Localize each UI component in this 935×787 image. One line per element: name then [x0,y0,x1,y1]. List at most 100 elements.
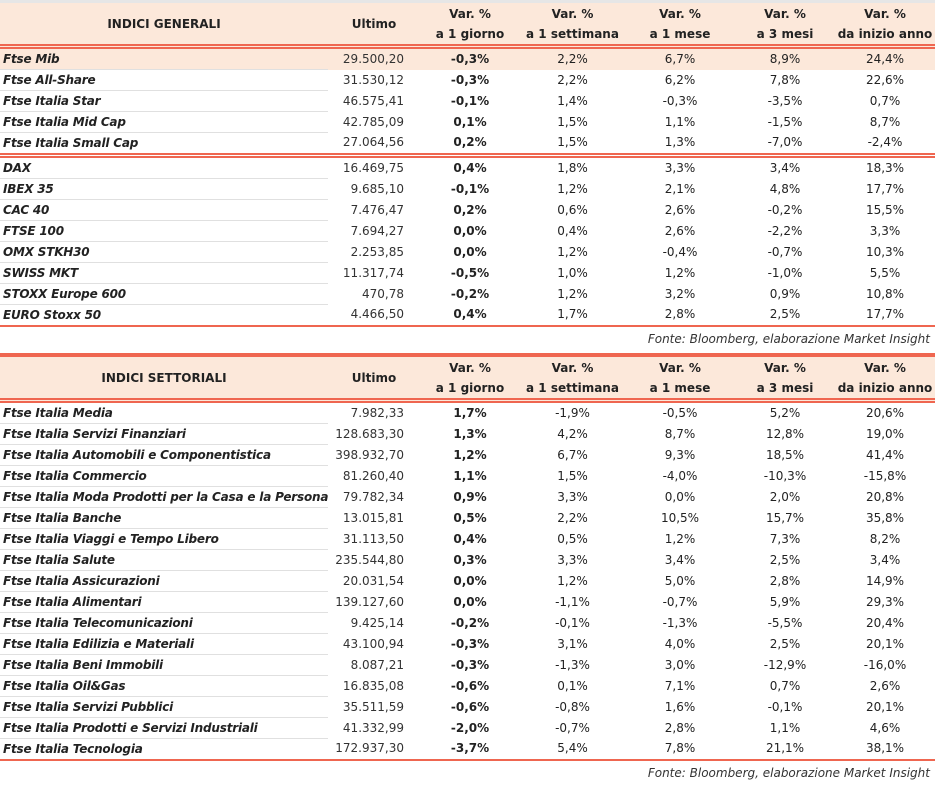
var-1m: 3,0% [664,657,696,672]
var-3m: -7,0% [735,132,835,158]
var-ytd: 10,3% [865,244,905,259]
index-name: Ftse Italia Mid Cap [0,111,328,133]
col-var-label: Var. % [764,360,806,375]
var-ytd: 20,1% [865,636,905,651]
var-1w: 1,2% [557,244,588,259]
var-1w: 1,2% [557,573,588,588]
var-1d: -0,1% [450,181,490,196]
table-row: DAX 16.469,75 0,4% 1,8% 3,3% 3,4% 18,3% [0,155,935,179]
last-value: 398.932,70 [335,447,404,462]
index-name: Ftse Italia Edilizia e Materiali [0,633,328,655]
index-name: Ftse Italia Servizi Finanziari [0,423,328,445]
var-1m: 6,2% [664,72,696,87]
var-ytd: 20,6% [865,405,905,420]
col-var-label: Var. % [449,6,491,21]
last-value: 4.466,50 [328,304,420,327]
var-1d: -0,6% [450,699,490,714]
var-1d: 0,0% [453,223,487,238]
last-value: 81.260,40 [342,468,404,483]
col-var-label: Var. % [551,360,594,375]
table-row: Ftse Italia Star 46.575,41 -0,1% 1,4% -0,3% -… [0,90,935,112]
table-row: Ftse Italia Servizi Pubblici 35.511,59 -0,… [0,696,935,718]
var-ytd: 2,6% [869,678,901,693]
var-3m: 18,5% [765,447,805,462]
var-1m: -0,5% [662,405,698,420]
var-1m: -1,3% [662,615,698,630]
last-value: 16.469,75 [342,160,404,175]
var-1m: 8,7% [664,426,696,441]
var-1w: 1,2% [557,286,588,301]
table-row: OMX STKH30 2.253,85 0,0% 1,2% -0,4% -0,7% 10,3… [0,241,935,263]
var-1m: 4,0% [664,636,696,651]
var-1m: -4,0% [662,468,698,483]
var-ytd: -16,0% [863,657,907,672]
index-name: Ftse Italia Telecomunicazioni [0,612,328,634]
table-row: Ftse Mib 29.500,20 -0,3% 2,2% 6,7% 8,9% 24,4% [0,46,935,70]
table-row: Ftse Italia Tecnologia 172.937,30 -3,7% 5,4… [0,738,935,761]
var-1d: 0,9% [453,489,487,504]
var-1w: 4,2% [557,426,588,441]
col-ytd: Var. % da inizio anno [835,3,935,49]
index-name: Ftse Italia Media [0,400,328,424]
col-ultimo: Ultimo [328,3,420,49]
last-value: 13.015,81 [342,510,404,525]
index-name: IBEX 35 [0,178,328,200]
table-row: Ftse Italia Oil&Gas 16.835,08 -0,6% 0,1% 7,1… [0,675,935,697]
var-1w: 2,2% [520,46,625,70]
last-value: 42.785,09 [342,114,404,129]
var-3m: 5,2% [769,405,801,420]
var-ytd: 17,7% [865,181,905,196]
var-1m: 2,8% [664,720,696,735]
var-ytd: 8,2% [869,531,901,546]
col-var-label: Var. % [764,6,806,21]
var-1d: -0,3% [450,72,490,87]
last-value: 172.937,30 [328,738,420,761]
var-ytd: -15,8% [863,468,907,483]
var-1m: 7,8% [625,738,735,761]
var-1m: 2,6% [664,223,696,238]
table-row: Ftse Italia Alimentari 139.127,60 0,0% -1,1… [0,591,935,613]
last-value: 31.113,50 [342,531,404,546]
var-ytd: 14,9% [865,573,905,588]
last-value: 20.031,54 [342,573,404,588]
var-ytd: 38,1% [835,738,935,761]
var-1w: 3,3% [557,552,588,567]
var-1w: 1,4% [557,93,588,108]
index-name: STOXX Europe 600 [0,283,328,305]
last-value: 31.530,12 [342,72,404,87]
last-value: 16.835,08 [342,678,404,693]
var-1m: 9,3% [664,447,696,462]
var-1w: 3,1% [557,636,588,651]
index-name: Ftse Italia Moda Prodotti per la Casa e … [0,486,328,508]
var-1w: 1,7% [520,304,625,327]
last-value: 7.982,33 [350,405,404,420]
var-3m: 7,8% [769,72,801,87]
var-1w: -0,1% [555,615,590,630]
index-name: Ftse Italia Commercio [0,465,328,487]
var-3m: 1,1% [769,720,801,735]
var-1d: -0,2% [450,615,490,630]
table-row: EURO Stoxx 50 4.466,50 0,4% 1,7% 2,8% 2,5% 17,… [0,304,935,327]
col-m1: Var. % a 1 mese [625,3,735,49]
var-1w: 1,0% [557,265,588,280]
last-value: 46.575,41 [342,93,404,108]
var-1m: 2,6% [664,202,696,217]
last-value: 11.317,74 [342,265,404,280]
var-1m: 1,1% [664,114,696,129]
last-value: 7.476,47 [350,202,404,217]
col-d1: Var. % a 1 giorno [420,3,520,49]
last-value: 128.683,30 [335,426,404,441]
col-period-label: a 1 giorno [435,380,505,395]
var-1m: 1,2% [664,531,696,546]
var-3m: 3,4% [769,160,801,175]
var-3m: 2,5% [769,636,801,651]
var-1w: -1,3% [555,657,590,672]
index-name: Ftse Italia Small Cap [0,132,328,158]
var-3m: 15,7% [765,510,805,525]
var-ytd: -2,4% [835,132,935,158]
col-period-label: da inizio anno [837,380,933,395]
var-1m: 1,3% [625,132,735,158]
table-row: Ftse Italia Salute 235.544,80 0,3% 3,3% 3,4%… [0,549,935,571]
table-row: Ftse Italia Assicurazioni 20.031,54 0,0% 1,… [0,570,935,592]
table-row: Ftse Italia Edilizia e Materiali 43.100,9… [0,633,935,655]
